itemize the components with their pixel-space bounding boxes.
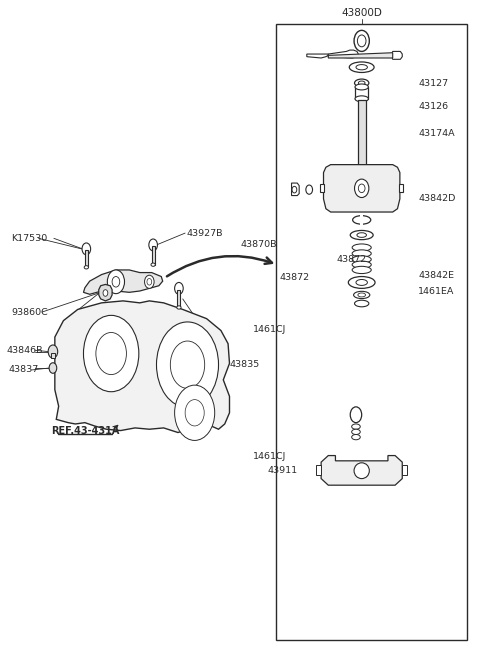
- Circle shape: [103, 290, 108, 296]
- Polygon shape: [84, 270, 163, 294]
- Text: 43174A: 43174A: [418, 128, 455, 137]
- Circle shape: [350, 407, 362, 422]
- Circle shape: [147, 278, 152, 285]
- Polygon shape: [307, 54, 328, 58]
- Polygon shape: [324, 165, 400, 212]
- Ellipse shape: [177, 306, 181, 309]
- Ellipse shape: [355, 96, 368, 102]
- Bar: [85, 251, 88, 267]
- Ellipse shape: [359, 81, 365, 85]
- Bar: [276, 24, 467, 640]
- Circle shape: [292, 186, 297, 193]
- Polygon shape: [392, 52, 402, 59]
- Bar: [360, 215, 363, 225]
- Circle shape: [108, 270, 124, 293]
- Circle shape: [358, 35, 366, 47]
- Text: 43842D: 43842D: [418, 194, 456, 204]
- Circle shape: [48, 345, 58, 358]
- Bar: [358, 100, 365, 186]
- Ellipse shape: [354, 463, 369, 479]
- Text: 1461EA: 1461EA: [418, 286, 455, 295]
- Polygon shape: [55, 301, 229, 432]
- Bar: [355, 87, 368, 98]
- Ellipse shape: [355, 84, 368, 90]
- Ellipse shape: [355, 79, 369, 87]
- Circle shape: [84, 315, 139, 392]
- Ellipse shape: [353, 215, 371, 224]
- Text: 43835: 43835: [229, 360, 259, 369]
- Polygon shape: [399, 184, 403, 192]
- Text: REF.43-431A: REF.43-431A: [51, 426, 119, 436]
- Text: 93860C: 93860C: [11, 307, 48, 317]
- Circle shape: [354, 30, 369, 52]
- Ellipse shape: [357, 233, 366, 237]
- Polygon shape: [99, 284, 112, 301]
- Text: 43126: 43126: [418, 102, 448, 111]
- Ellipse shape: [348, 276, 375, 288]
- Bar: [50, 353, 55, 358]
- Ellipse shape: [359, 184, 365, 192]
- Ellipse shape: [356, 280, 367, 286]
- Polygon shape: [316, 465, 321, 475]
- Ellipse shape: [352, 266, 371, 274]
- Polygon shape: [402, 465, 407, 475]
- Text: 43127: 43127: [418, 79, 448, 88]
- Text: 43842E: 43842E: [418, 272, 454, 280]
- Ellipse shape: [358, 293, 365, 297]
- Bar: [152, 247, 155, 264]
- Polygon shape: [321, 455, 402, 485]
- Text: 43911: 43911: [267, 465, 297, 475]
- Circle shape: [156, 322, 218, 408]
- Circle shape: [82, 243, 91, 254]
- Text: 43837: 43837: [9, 366, 39, 375]
- Polygon shape: [320, 184, 324, 192]
- Ellipse shape: [350, 231, 373, 240]
- Circle shape: [96, 332, 126, 375]
- Bar: [178, 290, 180, 307]
- Circle shape: [112, 276, 120, 287]
- Ellipse shape: [355, 300, 369, 307]
- Ellipse shape: [352, 256, 371, 263]
- Ellipse shape: [354, 292, 370, 299]
- Ellipse shape: [352, 244, 371, 251]
- Ellipse shape: [352, 424, 360, 429]
- Circle shape: [170, 341, 204, 389]
- Polygon shape: [328, 50, 359, 58]
- Ellipse shape: [84, 266, 88, 269]
- Ellipse shape: [151, 263, 156, 266]
- Polygon shape: [291, 183, 299, 196]
- Text: 43872: 43872: [279, 274, 309, 282]
- Ellipse shape: [355, 179, 369, 198]
- Text: 43870B: 43870B: [241, 241, 277, 249]
- Circle shape: [306, 185, 312, 194]
- Text: 43872: 43872: [336, 255, 367, 264]
- Circle shape: [49, 363, 57, 373]
- Text: 1461CJ: 1461CJ: [252, 325, 286, 334]
- Polygon shape: [328, 53, 393, 58]
- Text: 43846B: 43846B: [6, 346, 43, 355]
- Circle shape: [175, 385, 215, 440]
- Ellipse shape: [352, 429, 360, 434]
- Circle shape: [149, 239, 157, 251]
- Ellipse shape: [356, 65, 367, 70]
- Ellipse shape: [349, 62, 374, 73]
- Text: K17530: K17530: [11, 234, 47, 243]
- Text: 43800D: 43800D: [341, 8, 382, 19]
- Ellipse shape: [352, 434, 360, 440]
- Ellipse shape: [352, 261, 371, 268]
- Circle shape: [185, 400, 204, 426]
- Text: 43927B: 43927B: [187, 229, 223, 237]
- Circle shape: [144, 275, 154, 288]
- Circle shape: [175, 282, 183, 294]
- Ellipse shape: [352, 250, 371, 257]
- Text: 1461CJ: 1461CJ: [252, 452, 286, 461]
